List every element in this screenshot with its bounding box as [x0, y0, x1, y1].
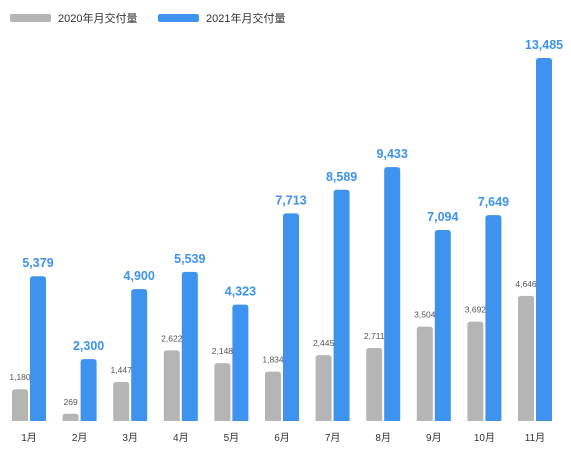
bar-2021-3	[131, 289, 148, 421]
series-2020-bars	[12, 295, 534, 421]
bar-2021-9	[434, 230, 451, 421]
legend-label-2020: 2020年月交付量	[58, 11, 137, 25]
bar-2020-5	[214, 363, 231, 421]
x-tick-label-2: 2月	[72, 432, 88, 444]
series-2021-bars	[30, 58, 552, 421]
value-label-2021-1: 5,379	[22, 256, 53, 270]
value-label-2021-5: 4,323	[225, 285, 256, 299]
bar-2020-8	[366, 348, 383, 421]
bar-2020-3	[113, 382, 130, 421]
legend: 2020年月交付量 2021年月交付量	[10, 11, 285, 25]
series-2020-value-labels: 1,180 269 1,447 2,622 2,148 1,834 2,445 2,711 3,…	[9, 279, 537, 407]
bar-2020-2	[62, 413, 79, 421]
value-label-2020-7: 2,445	[313, 338, 335, 348]
value-label-2021-2: 2,300	[73, 339, 104, 353]
value-label-2021-6: 7,713	[275, 193, 306, 207]
value-label-2021-11: 13,485	[525, 38, 563, 52]
x-tick-label-11: 11月	[525, 432, 545, 444]
value-label-2020-1: 1,180	[9, 372, 31, 382]
bar-2021-1	[30, 276, 46, 421]
bar-2020-9	[416, 326, 433, 421]
value-label-2021-4: 5,539	[174, 252, 205, 266]
x-tick-label-3: 3月	[122, 432, 138, 444]
value-label-2021-3: 4,900	[124, 269, 155, 283]
value-label-2020-9: 3,504	[414, 310, 436, 320]
value-label-2021-8: 9,433	[377, 147, 408, 161]
x-tick-label-1: 1月	[21, 432, 37, 444]
legend-swatch-2021	[158, 14, 199, 22]
x-tick-label-8: 8月	[375, 432, 391, 444]
bar-2021-7	[333, 189, 350, 421]
legend-label-2021: 2021年月交付量	[206, 11, 285, 25]
bar-2020-11	[518, 295, 534, 421]
value-label-2020-8: 2,711	[364, 331, 385, 341]
bar-2021-4	[181, 271, 198, 421]
value-label-2021-10: 7,649	[478, 195, 509, 209]
bar-2021-11	[536, 58, 552, 421]
bar-2020-6	[265, 371, 281, 421]
x-tick-label-7: 7月	[325, 432, 341, 444]
x-tick-label-4: 4月	[173, 432, 189, 444]
legend-swatch-2020	[10, 14, 51, 22]
x-axis-tick-labels: 1月 2月 3月 4月 5月 6月 7月 8月 9月 10月 11月	[21, 432, 545, 444]
x-tick-label-9: 9月	[426, 432, 442, 444]
bar-2021-5	[232, 304, 249, 421]
value-label-2021-9: 7,094	[427, 210, 458, 224]
value-label-2020-4: 2,622	[161, 333, 183, 343]
value-label-2020-5: 2,148	[212, 346, 234, 356]
bar-2021-10	[485, 215, 502, 421]
value-label-2020-2: 269	[64, 397, 78, 407]
bar-2021-6	[283, 213, 299, 421]
value-label-2020-11: 4,646	[515, 279, 537, 289]
bar-2020-10	[467, 321, 484, 421]
bar-2021-2	[80, 359, 97, 421]
series-2021-value-labels: 5,379 2,300 4,900 5,539 4,323 7,713 8,589 9,433…	[22, 38, 563, 353]
x-tick-label-10: 10月	[474, 432, 495, 444]
bar-2021-8	[384, 167, 401, 421]
bar-2020-4	[163, 350, 180, 421]
value-label-2020-3: 1,447	[111, 365, 133, 375]
bar-2020-1	[12, 389, 28, 421]
bar-2020-7	[315, 355, 332, 421]
x-tick-label-5: 5月	[224, 432, 240, 444]
x-tick-label-6: 6月	[274, 432, 290, 444]
value-label-2020-10: 3,692	[465, 305, 487, 315]
value-label-2020-6: 1,834	[262, 355, 284, 365]
value-label-2021-7: 8,589	[326, 170, 357, 184]
